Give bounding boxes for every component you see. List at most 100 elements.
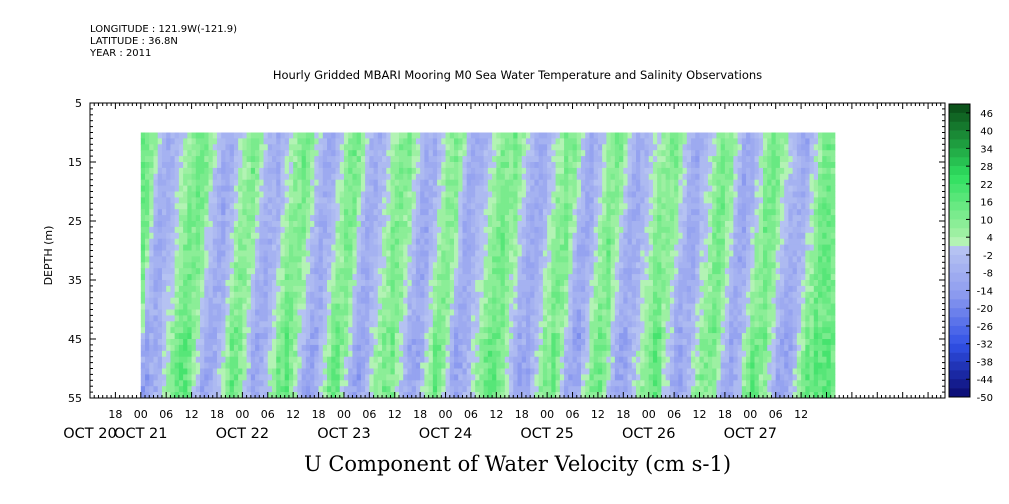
heatmap-cell	[496, 197, 501, 204]
heatmap-cell	[559, 386, 565, 393]
heatmap-cell	[521, 368, 527, 375]
heatmap-cell	[339, 386, 345, 393]
heatmap-cell	[208, 156, 214, 163]
heatmap-cell	[530, 368, 535, 375]
heatmap-cell	[373, 162, 379, 169]
heatmap-cell	[517, 150, 523, 157]
heatmap-cell	[500, 232, 506, 240]
heatmap-cell	[403, 209, 408, 216]
heatmap-cell	[204, 132, 209, 139]
heatmap-cell	[348, 250, 353, 257]
heatmap-cell	[500, 138, 506, 145]
heatmap-cell	[238, 386, 243, 393]
heatmap-cell	[280, 274, 286, 281]
heatmap-cell	[564, 280, 569, 287]
heatmap-cell	[195, 156, 201, 163]
heatmap-cell	[301, 392, 307, 399]
heatmap-cell	[314, 150, 319, 157]
heatmap-cell	[513, 250, 518, 257]
heatmap-cell	[445, 256, 451, 263]
heatmap-cell	[183, 291, 188, 299]
heatmap-cell	[318, 215, 324, 222]
heatmap-cell	[200, 203, 205, 210]
heatmap-cell	[238, 179, 243, 186]
heatmap-cell	[585, 250, 590, 257]
heatmap-cell	[259, 339, 264, 346]
heatmap-cell	[551, 309, 556, 316]
heatmap-cell	[263, 350, 269, 358]
heatmap-cell	[479, 344, 485, 352]
heatmap-cell	[415, 185, 421, 192]
heatmap-cell	[225, 179, 231, 186]
heatmap-cell	[178, 215, 184, 222]
heatmap-cell	[229, 339, 235, 346]
heatmap-cell	[479, 185, 485, 192]
heatmap-cell	[415, 132, 421, 139]
heatmap-cell	[572, 392, 578, 399]
heatmap-cell	[297, 368, 303, 375]
heatmap-cell	[534, 297, 540, 304]
heatmap-cell	[170, 280, 176, 287]
heatmap-cell	[170, 309, 176, 316]
heatmap-cell	[470, 203, 476, 210]
heatmap-cell	[208, 138, 214, 145]
heatmap-cell	[551, 386, 556, 393]
heatmap-cell	[212, 274, 218, 281]
heatmap-cell	[398, 321, 404, 328]
heatmap-cell	[310, 285, 315, 293]
heatmap-cell	[149, 215, 154, 222]
heatmap-cell	[466, 356, 472, 363]
heatmap-cell	[479, 197, 485, 204]
heatmap-cell	[314, 392, 319, 399]
heatmap-cell	[458, 179, 463, 186]
heatmap-cell	[496, 185, 501, 192]
heatmap-cell	[390, 167, 396, 175]
heatmap-cell	[394, 162, 400, 169]
heatmap-cell	[445, 280, 451, 287]
heatmap-cell	[276, 221, 281, 228]
heatmap-cell	[293, 303, 298, 310]
heatmap-cell	[398, 179, 404, 186]
heatmap-cell	[288, 150, 294, 157]
heatmap-cell	[255, 392, 260, 399]
heatmap-cell	[310, 344, 315, 352]
heatmap-cell	[390, 274, 396, 281]
heatmap-cell	[470, 321, 476, 328]
heatmap-cell	[233, 356, 239, 363]
heatmap-cell	[602, 256, 607, 263]
heatmap-cell	[462, 185, 468, 192]
heatmap-cell	[487, 262, 493, 269]
heatmap-cell	[454, 315, 459, 322]
heatmap-cell	[551, 209, 556, 216]
heatmap-cell	[386, 138, 391, 145]
heatmap-cell	[195, 185, 201, 192]
heatmap-cell	[602, 386, 607, 393]
heatmap-cell	[322, 215, 328, 222]
heatmap-cell	[360, 179, 366, 186]
heatmap-cell	[403, 250, 408, 257]
heatmap-cell	[597, 285, 603, 293]
heatmap-cell	[373, 386, 379, 393]
heatmap-cell	[365, 167, 370, 175]
heatmap-cell	[479, 215, 485, 222]
heatmap-cell	[521, 238, 527, 245]
heatmap-cell	[170, 321, 176, 328]
heatmap-cell	[576, 268, 582, 275]
heatmap-cell	[174, 209, 180, 216]
heatmap-cell	[161, 268, 167, 275]
heatmap-cell	[509, 144, 514, 151]
heatmap-cell	[267, 350, 273, 358]
heatmap-cell	[348, 167, 353, 175]
heatmap-cell	[534, 221, 540, 228]
heatmap-cell	[407, 132, 413, 139]
heatmap-cell	[538, 144, 544, 151]
heatmap-cell	[500, 215, 506, 222]
heatmap-cell	[331, 179, 336, 186]
heatmap-cell	[538, 203, 544, 210]
heatmap-cell	[403, 321, 408, 328]
heatmap-cell	[191, 138, 197, 145]
heatmap-cell	[339, 362, 345, 369]
heatmap-cell	[525, 280, 531, 287]
heatmap-cell	[216, 179, 222, 186]
heatmap-cell	[301, 333, 307, 340]
